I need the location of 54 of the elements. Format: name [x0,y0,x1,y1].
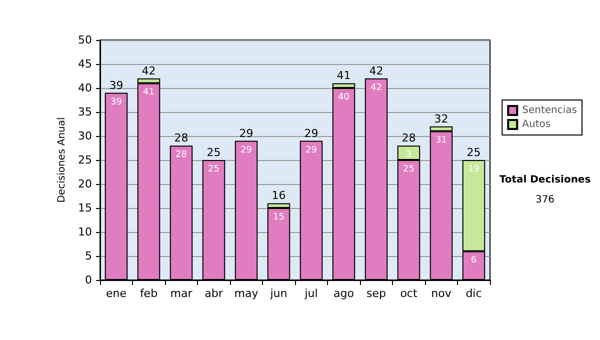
total-label: 42 [142,64,156,78]
data-label: 29 [240,145,252,156]
total-label: 16 [272,189,286,202]
y-axis-title: Decisiones Anual [56,117,68,203]
x-tick-label: jul [304,287,318,300]
data-label: 3 [406,150,412,160]
total-label: 41 [336,69,351,82]
total-label: 42 [369,64,384,78]
data-label: 6 [470,256,477,266]
legend-label: Sentencias [522,105,578,116]
legend-label: Autos [522,119,551,130]
y-tick-label: 45 [78,58,92,70]
total-label: 39 [109,78,124,92]
x-tick-label: mar [170,287,193,300]
total-label: 29 [304,126,318,140]
data-label: 41 [143,88,154,98]
y-tick-label: 10 [78,226,92,238]
x-tick-label: ene [106,287,127,300]
y-tick-label: 0 [85,274,92,286]
x-tick-label: sep [366,287,386,300]
x-tick-label: may [234,287,259,300]
data-label: 40 [338,92,350,102]
data-label: 19 [468,164,480,174]
data-label: 25 [403,164,414,174]
x-tick-label: dic [466,287,482,300]
y-tick-label: 20 [78,178,92,190]
x-tick-label: abr [204,287,224,300]
total-label: 32 [434,112,448,126]
y-tick-label: 50 [78,34,92,46]
data-label: 42 [370,82,382,93]
x-tick-label: nov [431,287,452,300]
x-tick-label: oct [400,287,418,300]
y-tick-label: 40 [78,82,92,94]
x-tick-label: ago [334,287,354,300]
y-tick-label: 25 [78,154,92,166]
data-label: 28 [176,150,188,160]
x-tick-label: jun [269,287,288,300]
y-tick-label: 35 [78,106,92,118]
y-tick-label: 30 [78,130,92,142]
total-label: 28 [174,132,188,145]
total-label: 28 [402,132,416,145]
text: Total Decisiones [499,174,591,186]
x-tick-label: feb [140,287,158,300]
data-label: 39 [110,97,122,108]
data-label: 31 [436,136,447,146]
total-label: 25 [466,146,481,159]
data-label: 29 [306,145,318,156]
y-tick-label: 5 [85,250,92,262]
text: 376 [535,194,555,206]
y-tick-label: 15 [78,202,92,214]
data-label: 15 [273,212,284,222]
data-label: 25 [208,164,220,174]
total-label: 29 [239,126,254,140]
total-label: 25 [206,146,221,159]
